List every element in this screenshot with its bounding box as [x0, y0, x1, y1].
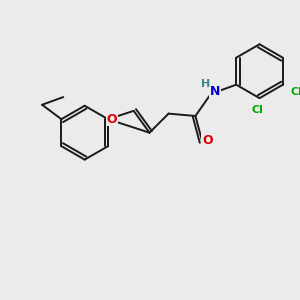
Text: Cl: Cl — [252, 105, 263, 115]
Text: N: N — [209, 85, 220, 98]
Text: O: O — [202, 134, 212, 147]
Text: Cl: Cl — [290, 87, 300, 98]
Text: H: H — [201, 79, 211, 89]
Text: O: O — [106, 113, 117, 126]
